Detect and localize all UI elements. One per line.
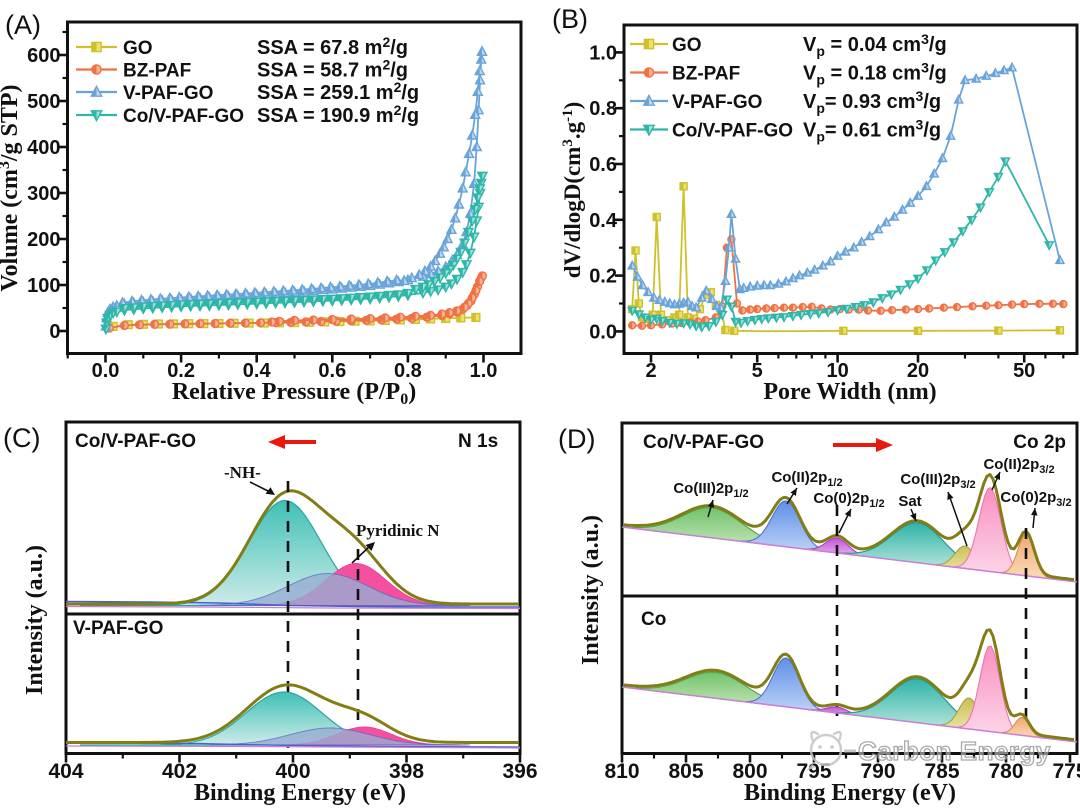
svg-text:Co/V-PAF-GO: Co/V-PAF-GO <box>75 431 196 452</box>
svg-text:Vp= 0.61 cm3/g: Vp= 0.61 cm3/g <box>803 117 941 145</box>
svg-text:SSA = 67.8 m2/g: SSA = 67.8 m2/g <box>257 34 408 59</box>
svg-text:0.2: 0.2 <box>167 360 195 382</box>
svg-text:400: 400 <box>27 137 60 159</box>
svg-text:0.4: 0.4 <box>243 360 272 382</box>
svg-text:SSA = 259.1 m2/g: SSA = 259.1 m2/g <box>257 79 419 104</box>
svg-text:300: 300 <box>27 183 60 205</box>
svg-text:Volume (cm3/g STP): Volume (cm3/g STP) <box>0 84 23 291</box>
svg-text:Carbon Energy: Carbon Energy <box>858 736 1051 766</box>
svg-text:0.0: 0.0 <box>92 360 120 382</box>
svg-text:0.0: 0.0 <box>589 321 617 343</box>
svg-text:810: 810 <box>604 760 639 783</box>
svg-text:600: 600 <box>27 45 60 67</box>
svg-text:1.0: 1.0 <box>589 42 617 64</box>
svg-text:Co(0)2p1/2: Co(0)2p1/2 <box>813 490 884 510</box>
svg-text:790: 790 <box>860 760 895 783</box>
svg-text:SSA = 190.9 m2/g: SSA = 190.9 m2/g <box>257 102 419 127</box>
svg-text:Intensity (a.u.): Intensity (a.u.) <box>22 545 48 695</box>
svg-text:(B): (B) <box>552 4 588 34</box>
svg-text:200: 200 <box>27 229 60 251</box>
svg-text:Co/V-PAF-GO: Co/V-PAF-GO <box>123 106 244 127</box>
svg-text:Co(II)2p1/2: Co(II)2p1/2 <box>771 469 842 489</box>
svg-text:Binding Energy (eV): Binding Energy (eV) <box>744 780 956 805</box>
svg-text:100: 100 <box>27 275 60 297</box>
svg-text:BZ-PAF: BZ-PAF <box>672 64 740 85</box>
svg-text:5: 5 <box>752 360 763 382</box>
svg-text:396: 396 <box>502 760 537 783</box>
svg-text:-NH-: -NH- <box>224 463 261 482</box>
svg-text:402: 402 <box>162 760 197 783</box>
svg-text:Co(0)2p3/2: Co(0)2p3/2 <box>1000 489 1071 509</box>
svg-text:775: 775 <box>1052 760 1080 783</box>
svg-text:GO: GO <box>123 38 153 59</box>
svg-text:0: 0 <box>49 321 60 343</box>
svg-text:398: 398 <box>389 760 424 783</box>
svg-text:1.0: 1.0 <box>470 360 498 382</box>
svg-text:0.6: 0.6 <box>589 154 617 176</box>
svg-text:Pore Width (nm): Pore Width (nm) <box>763 379 936 405</box>
svg-text:Pyridinic N: Pyridinic N <box>356 521 440 540</box>
svg-text:V-PAF-GO: V-PAF-GO <box>672 92 762 113</box>
svg-text:20: 20 <box>907 360 929 382</box>
svg-text:0.2: 0.2 <box>589 266 617 288</box>
svg-text:404: 404 <box>48 760 83 783</box>
svg-text:Binding Energy (eV): Binding Energy (eV) <box>194 780 406 805</box>
svg-text:dV/dlogD(cm3.g-1): dV/dlogD(cm3.g-1) <box>560 102 585 279</box>
svg-text:10: 10 <box>826 360 848 382</box>
svg-text:GO: GO <box>672 35 702 56</box>
svg-text:Co/V-PAF-GO: Co/V-PAF-GO <box>672 121 793 142</box>
svg-text:Vp = 0.18 cm3/g: Vp = 0.18 cm3/g <box>803 60 947 88</box>
svg-text:0.8: 0.8 <box>394 360 422 382</box>
svg-text:2: 2 <box>645 360 656 382</box>
svg-text:SSA = 58.7 m2/g: SSA = 58.7 m2/g <box>257 57 408 82</box>
svg-text:500: 500 <box>27 91 60 113</box>
svg-text:780: 780 <box>988 760 1023 783</box>
svg-text:785: 785 <box>924 760 959 783</box>
svg-text:(D): (D) <box>558 424 595 454</box>
svg-text:800: 800 <box>732 760 767 783</box>
svg-text:Vp = 0.04 cm3/g: Vp = 0.04 cm3/g <box>803 31 947 59</box>
svg-text:Intensity (a.u.): Intensity (a.u.) <box>578 515 604 665</box>
svg-text:805: 805 <box>668 760 703 783</box>
svg-text:Co(III)2p1/2: Co(III)2p1/2 <box>673 480 748 500</box>
svg-text:(A): (A) <box>5 10 41 40</box>
svg-text:(C): (C) <box>3 423 40 453</box>
svg-text:V-PAF-GO: V-PAF-GO <box>73 618 163 639</box>
svg-text:0.8: 0.8 <box>589 98 617 120</box>
svg-text:Co(II)2p3/2: Co(II)2p3/2 <box>983 456 1054 476</box>
svg-text:Sat: Sat <box>898 493 921 510</box>
svg-text:0.4: 0.4 <box>589 210 618 232</box>
svg-text:Co/V-PAF-GO: Co/V-PAF-GO <box>643 432 764 453</box>
svg-text:Co: Co <box>641 609 666 630</box>
svg-text:Vp= 0.93 cm3/g: Vp= 0.93 cm3/g <box>803 88 941 116</box>
svg-text:0.6: 0.6 <box>318 360 346 382</box>
svg-text:50: 50 <box>1013 360 1035 382</box>
svg-text:Co(III)2p3/2: Co(III)2p3/2 <box>900 471 975 491</box>
svg-text:BZ-PAF: BZ-PAF <box>123 61 191 82</box>
svg-text:400: 400 <box>275 760 310 783</box>
svg-text:N 1s: N 1s <box>458 431 498 452</box>
svg-text:Co 2p: Co 2p <box>1013 432 1066 453</box>
svg-text:V-PAF-GO: V-PAF-GO <box>123 83 213 104</box>
svg-text:Relative Pressure (P/P0): Relative Pressure (P/P0) <box>172 379 416 408</box>
